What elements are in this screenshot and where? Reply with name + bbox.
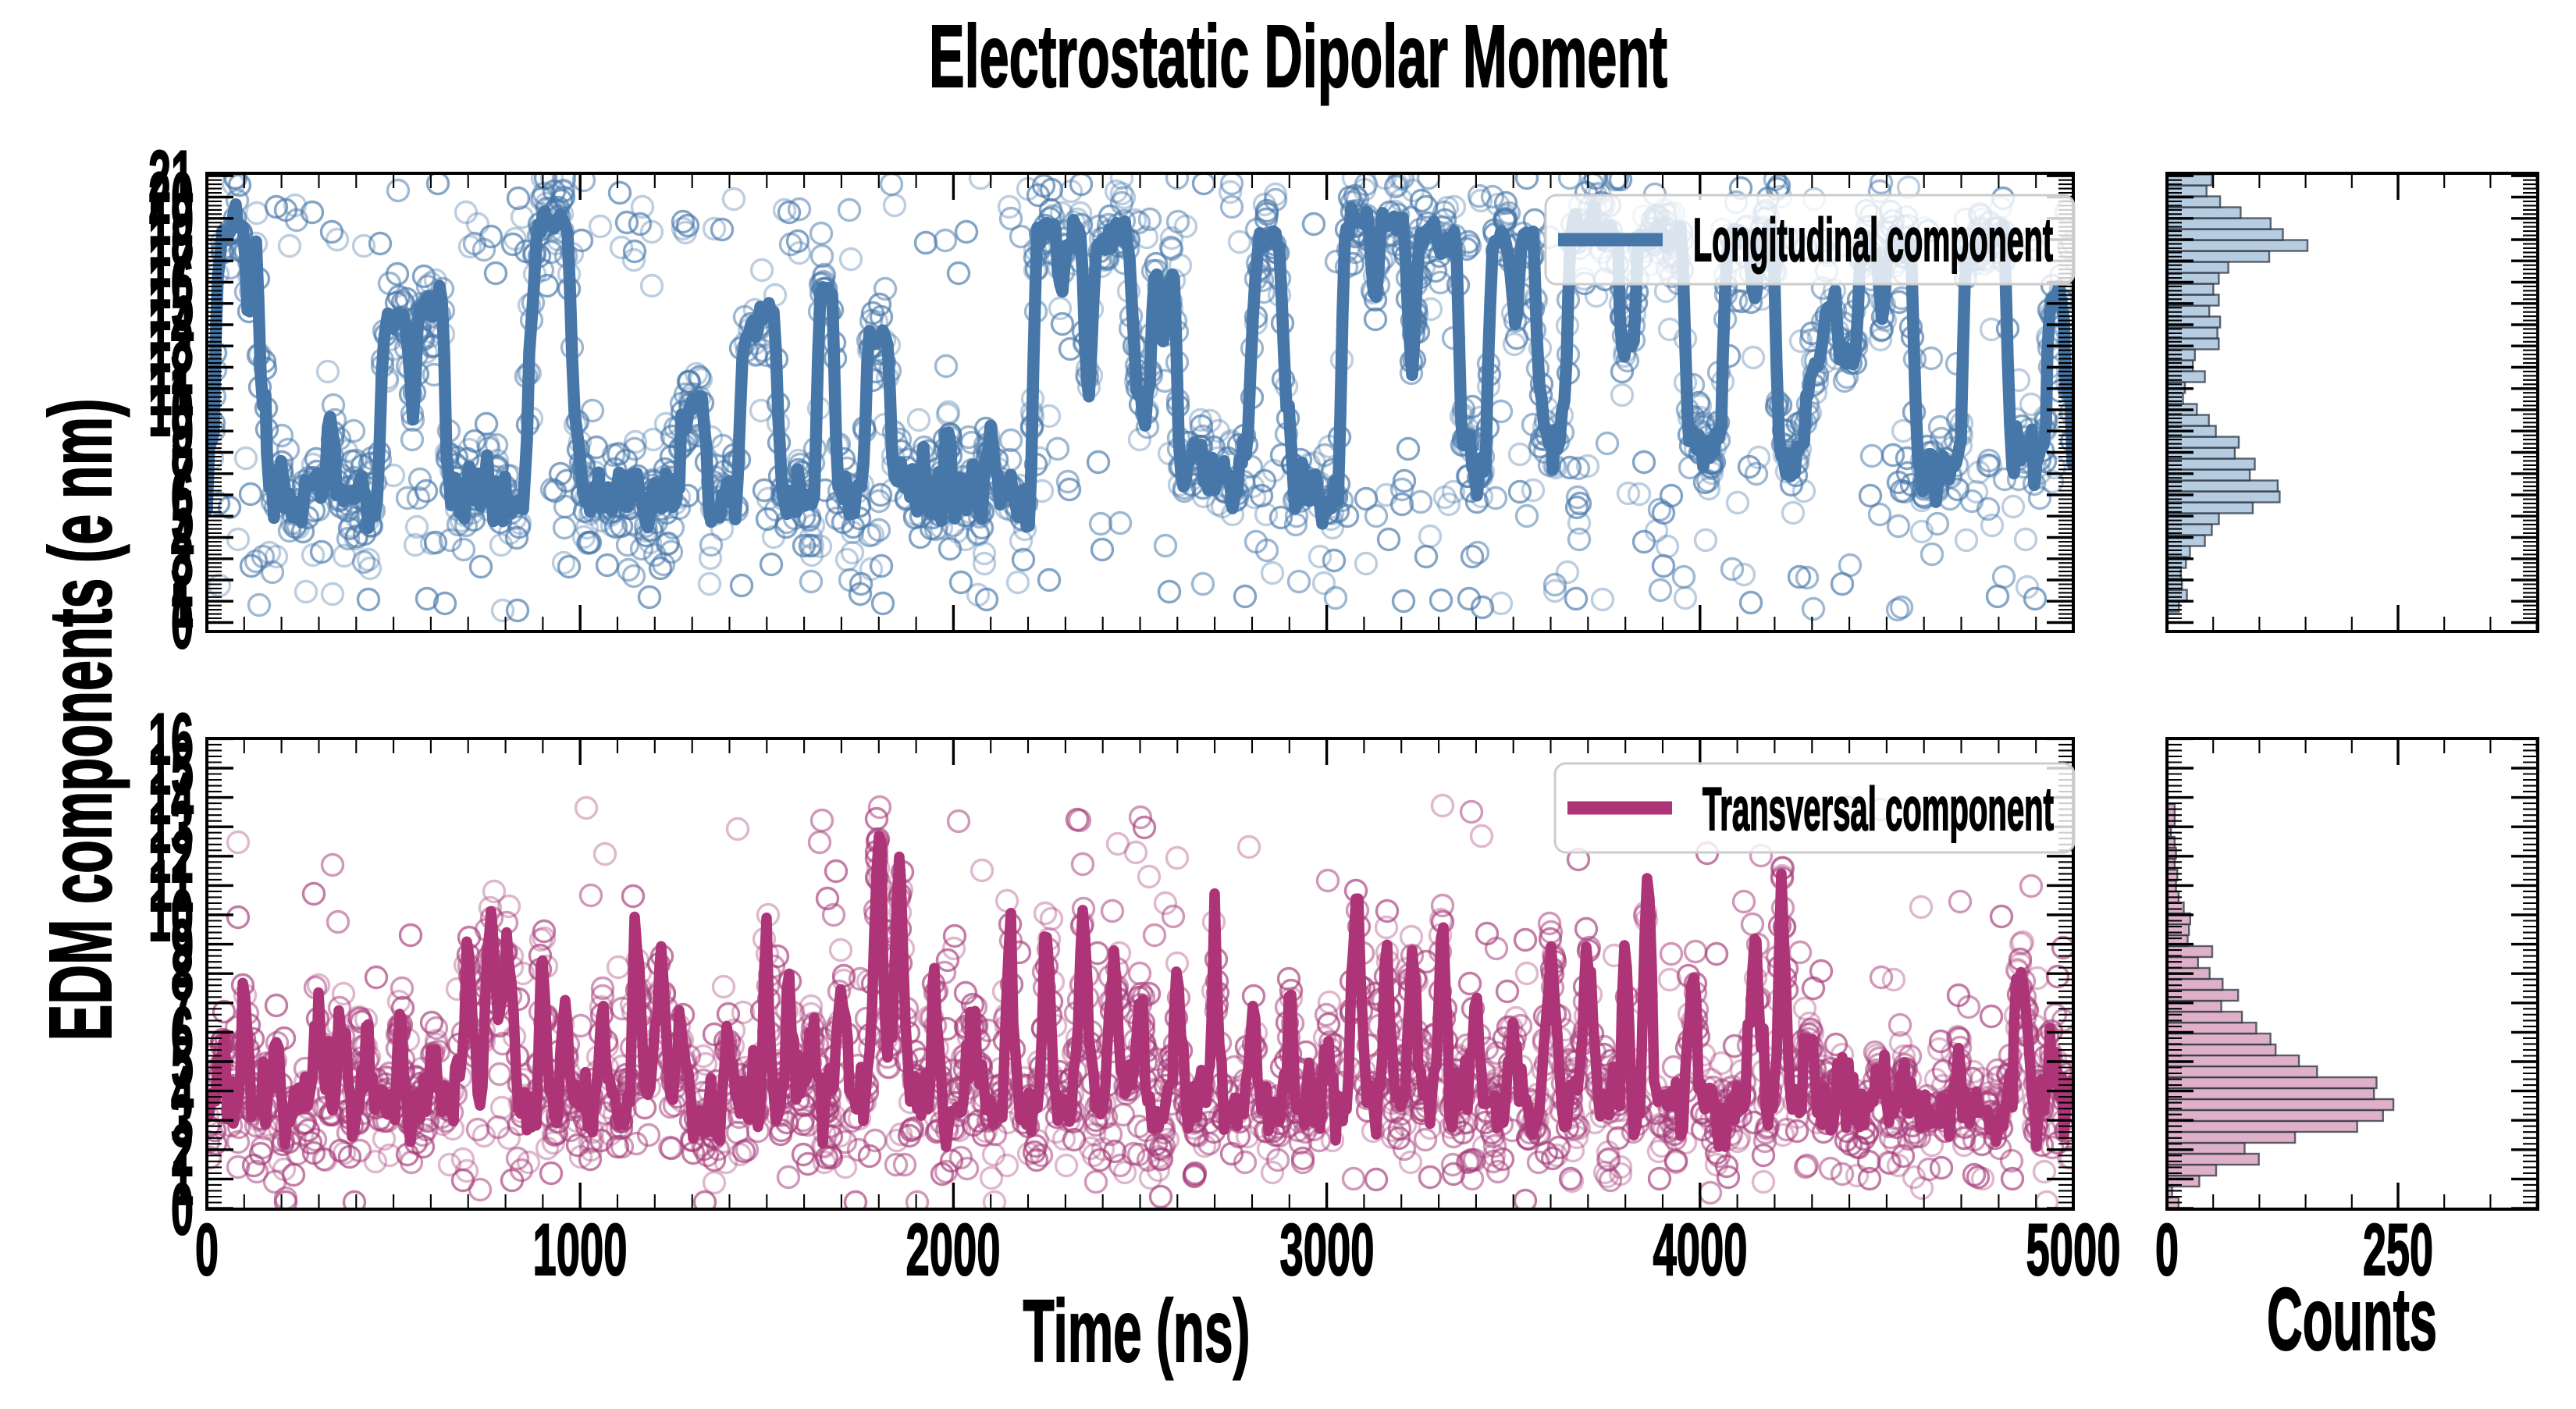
svg-text:14: 14 [148,757,194,839]
svg-text:4000: 4000 [1653,1208,1748,1290]
svg-text:8: 8 [171,933,194,1015]
svg-text:19: 19 [148,178,194,260]
svg-text:14: 14 [148,284,194,366]
svg-text:4: 4 [171,1051,194,1133]
svg-text:8: 8 [171,411,194,493]
svg-text:10: 10 [148,874,194,956]
svg-text:15: 15 [148,728,194,809]
svg-text:250: 250 [2363,1208,2433,1290]
svg-text:15: 15 [148,263,194,345]
svg-text:2: 2 [171,1109,194,1191]
svg-text:0: 0 [2155,1208,2179,1290]
svg-text:4: 4 [171,497,194,579]
svg-text:12: 12 [148,816,194,898]
svg-text:21: 21 [148,135,194,217]
svg-text:7: 7 [171,433,194,515]
svg-text:7: 7 [171,962,194,1044]
svg-text:13: 13 [148,305,194,387]
svg-text:1: 1 [171,1138,194,1220]
svg-text:2000: 2000 [906,1208,1001,1290]
svg-text:1000: 1000 [533,1208,628,1290]
svg-text:5: 5 [171,1021,194,1103]
svg-text:0: 0 [195,1208,219,1290]
svg-text:6: 6 [171,991,194,1073]
svg-text:2: 2 [171,539,194,621]
svg-text:9: 9 [171,390,194,472]
svg-text:1: 1 [171,560,194,642]
svg-text:11: 11 [148,348,194,430]
svg-text:20: 20 [148,157,194,239]
svg-text:Longitudinal component: Longitudinal component [1693,205,2053,274]
svg-text:18: 18 [148,199,194,281]
svg-text:3000: 3000 [1280,1208,1375,1290]
svg-text:EDM components (e nm): EDM components (e nm) [31,399,130,1041]
svg-text:Counts: Counts [2267,1270,2437,1368]
svg-text:10: 10 [148,369,194,451]
svg-text:0: 0 [171,582,194,664]
svg-text:0: 0 [171,1168,194,1250]
svg-text:16: 16 [148,241,194,323]
svg-text:5000: 5000 [2026,1208,2121,1290]
svg-text:17: 17 [148,220,194,302]
svg-text:9: 9 [171,904,194,986]
svg-text:Transversal component: Transversal component [1703,774,2054,843]
svg-text:6: 6 [171,454,194,536]
svg-text:16: 16 [148,698,194,780]
svg-text:3: 3 [171,1080,194,1162]
svg-text:Electrostatic Dipolar Moment: Electrostatic Dipolar Moment [929,7,1667,105]
svg-text:3: 3 [171,518,194,600]
svg-text:11: 11 [148,845,194,927]
svg-text:13: 13 [148,786,194,868]
svg-text:12: 12 [148,327,194,409]
svg-text:5: 5 [171,475,194,557]
svg-text:Time (ns): Time (ns) [1023,1282,1251,1380]
